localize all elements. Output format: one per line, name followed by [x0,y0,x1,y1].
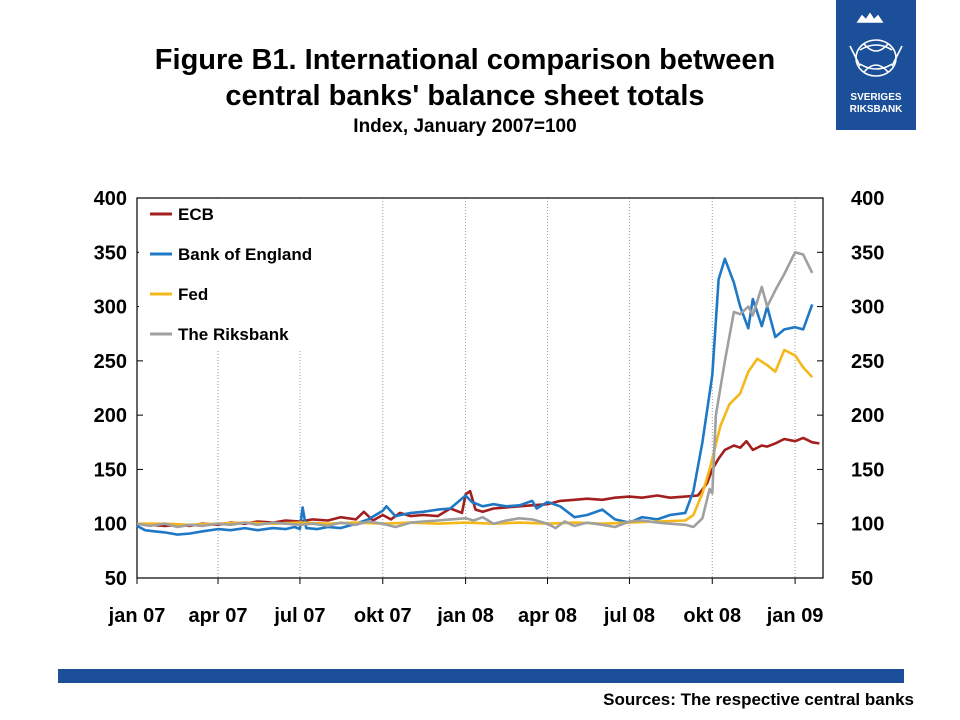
y-tick-label-right: 150 [851,459,884,481]
y-tick-label-left: 350 [94,242,127,264]
x-axis: jan 07 apr 07 jul 07 okt 07 jan 08 apr 08 jul … [108,578,824,627]
y-tick-label-right: 350 [851,242,884,264]
legend-label: ECB [178,205,214,224]
x-tick-label: jul 08 [603,605,655,627]
riksbank-logo: SVERIGES RIKSBANK [836,0,916,130]
y-tick-label-right: 100 [851,514,884,536]
legend-label: Fed [178,285,208,304]
y-tick-label-left: 100 [94,514,127,536]
series-line-the-riksbank [136,251,814,530]
chart-title-line-2: central banks' balance sheet totals [225,80,705,112]
x-tick-label: apr 08 [518,605,577,627]
y-tick-label-right: 250 [851,351,884,373]
x-tick-label: okt 08 [683,605,741,627]
plot-frame [136,197,824,579]
y-axis-right: 50 100 150 200 250 300 350 400 [817,188,884,590]
chart-subtitle: Index, January 2007=100 [353,116,577,137]
riksbank-crest-icon: SVERIGES RIKSBANK [849,12,904,115]
logo-text-line-2: RIKSBANK [850,104,904,115]
series-line-fed [137,348,814,527]
x-tick-label: jan 09 [766,605,824,627]
y-tick-label-right: 400 [851,188,884,210]
legend-label: Bank of England [178,245,312,264]
series-line-ecb [136,436,820,528]
y-tick-label-left: 400 [94,188,127,210]
footer-bar [58,669,904,683]
legend: ECB Bank of England Fed The Riksbank [139,200,329,350]
y-tick-label-left: 50 [105,568,127,590]
x-tick-label: jan 07 [108,605,166,627]
y-tick-label-right: 300 [851,297,884,319]
legend-label: The Riksbank [178,325,289,344]
y-axis-left: 50 100 150 200 250 300 350 400 [94,188,143,590]
y-tick-label-right: 50 [851,568,873,590]
series-lines [136,251,820,536]
chart-title-block: Figure B1. International comparison betw… [40,42,890,138]
x-tick-label: apr 07 [189,605,248,627]
source-note: Sources: The respective central banks [603,690,914,709]
chart-title-line-1: Figure B1. International comparison betw… [154,44,776,76]
y-tick-label-left: 250 [94,351,127,373]
x-tick-label: jul 07 [273,605,325,627]
logo-text-line-1: SVERIGES [850,92,901,103]
y-tick-label-right: 200 [851,405,884,427]
y-tick-label-left: 300 [94,297,127,319]
x-tick-label: jan 08 [436,605,494,627]
line-chart: 50 100 150 200 250 300 350 400 50 100 150 200 250 30… [94,188,885,627]
y-tick-label-left: 200 [94,405,127,427]
x-tick-label: okt 07 [354,605,412,627]
chart-area: 50 100 150 200 250 300 350 400 50 100 150 200 250 30… [94,188,885,627]
legend-background [139,200,329,350]
y-tick-label-left: 150 [94,459,127,481]
series-line-bank-of-england [136,257,814,536]
